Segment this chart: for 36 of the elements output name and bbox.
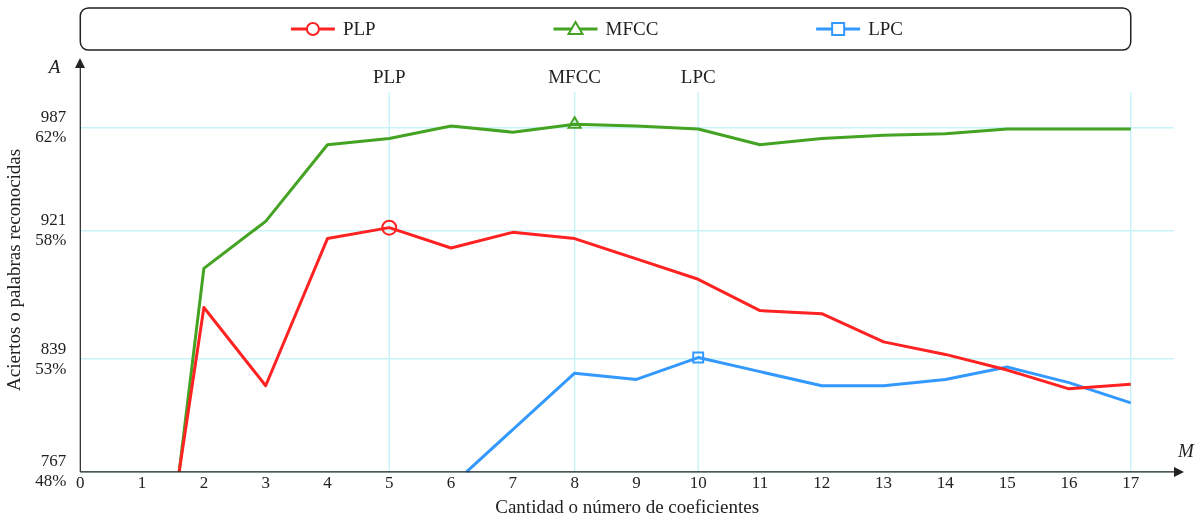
x-tick-label: 14: [936, 473, 955, 493]
ref-line-label: MFCC: [548, 66, 602, 88]
y2-tick-label: 62%: [35, 126, 67, 146]
x-tick-label: 6: [446, 473, 456, 493]
x-tick-label: 8: [570, 473, 579, 493]
y2-axis-title: Aciertos o palabras reconocidas: [3, 148, 25, 391]
x-tick-label: 13: [875, 473, 893, 493]
x-tick-label: 2: [199, 473, 209, 493]
legend-label: LPC: [868, 17, 903, 39]
x-tick-label: 12: [813, 473, 831, 493]
y2-tick-label: 53%: [35, 358, 67, 378]
x-tick-label: 10: [689, 473, 707, 493]
x-tick-label: 3: [261, 473, 270, 493]
x-tick-label: 1: [137, 473, 147, 493]
x-tick-label: 4: [323, 473, 333, 493]
legend-label: MFCC: [605, 17, 659, 39]
x-tick-label: 16: [1060, 473, 1078, 493]
x-tick-label: 7: [508, 473, 518, 493]
x-tick-label: 9: [632, 473, 641, 493]
y2-tick-label: 58%: [35, 230, 67, 250]
text: A: [46, 56, 61, 77]
x-axis-title: Cantidad o número de coeficientes: [495, 495, 760, 517]
y-tick-label: 921: [40, 210, 67, 230]
x-tick-label: 0: [76, 473, 85, 493]
x-tick-label: 17: [1122, 473, 1140, 493]
ref-line-label: PLP: [372, 66, 406, 88]
x-tick-label: 5: [385, 473, 394, 493]
y-tick-label: 987: [40, 106, 67, 126]
legend-label: PLP: [342, 17, 376, 39]
y2-tick-label: 48%: [35, 471, 67, 491]
y-tick-label: 767: [40, 451, 67, 471]
x-tick-label: 11: [751, 473, 769, 493]
ref-line-label: LPC: [680, 66, 716, 88]
y-tick-label: 839: [40, 338, 67, 358]
text: M: [1177, 439, 1195, 461]
x-tick-label: 15: [998, 473, 1016, 493]
